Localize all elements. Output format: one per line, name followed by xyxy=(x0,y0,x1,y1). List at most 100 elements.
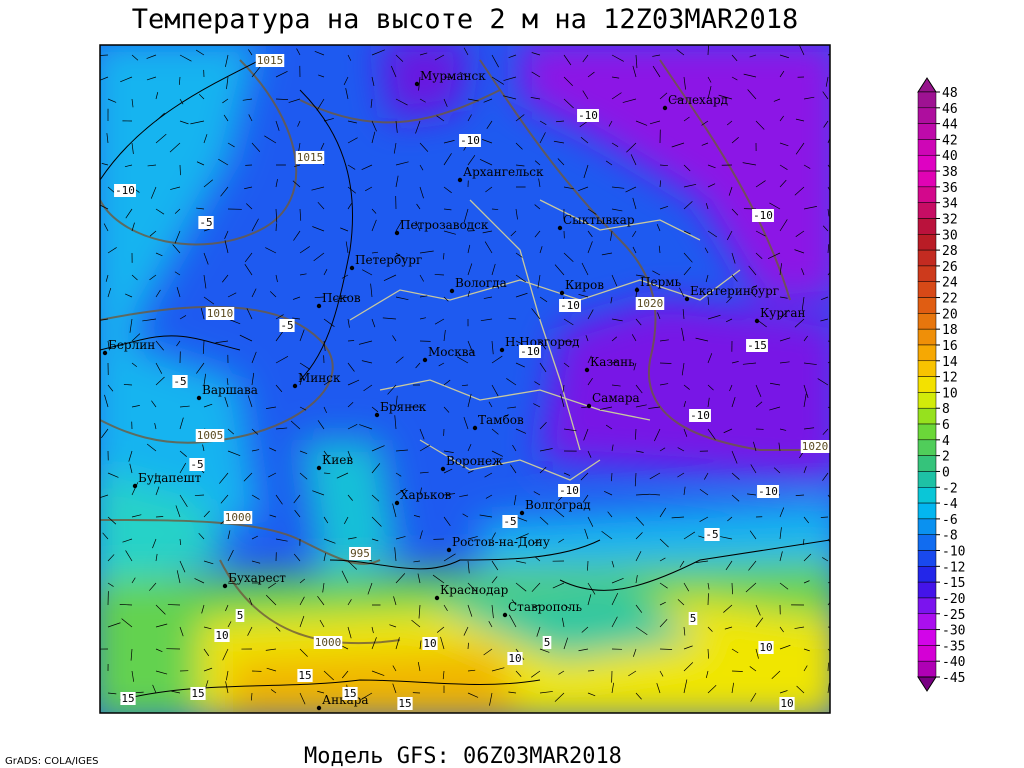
colorbar-bin xyxy=(917,218,937,235)
wind-arrow xyxy=(227,450,241,457)
wind-arrow xyxy=(539,340,547,350)
wind-arrow xyxy=(748,560,757,571)
wind-arrow xyxy=(170,186,181,190)
city-dot xyxy=(102,350,108,356)
wind-arrow xyxy=(125,293,133,298)
wind-arrow xyxy=(704,247,709,254)
city-name: Будапешт xyxy=(138,471,202,485)
isotherm-label-box xyxy=(746,339,768,352)
wind-arrow xyxy=(419,640,422,650)
wind-arrow xyxy=(633,648,637,657)
wind-arrow xyxy=(749,666,757,672)
wind-arrow xyxy=(779,179,787,188)
wind-arrow xyxy=(605,424,613,430)
wind-arrow xyxy=(176,340,181,347)
city-name: Брянск xyxy=(380,400,427,414)
isotherm-label-box xyxy=(688,612,698,625)
wind-arrow xyxy=(827,626,830,628)
city-dot xyxy=(414,81,420,87)
city-dot xyxy=(222,583,228,589)
wind-arrow xyxy=(631,334,637,342)
wind-arrow xyxy=(100,54,109,56)
colorbar-bin xyxy=(917,107,937,124)
wind-arrow xyxy=(155,208,165,215)
wind-arrow xyxy=(347,137,358,144)
city-name: Сыктывкар xyxy=(563,213,635,227)
wind-arrow xyxy=(803,553,812,562)
wind-arrow xyxy=(608,120,613,127)
wind-arrow xyxy=(179,626,184,637)
wind-arrow xyxy=(560,393,565,408)
wind-arrow xyxy=(298,142,301,152)
wind-arrow xyxy=(607,511,613,518)
wind-arrow xyxy=(707,384,714,391)
wind-arrow xyxy=(200,307,205,320)
isotherm-label-box xyxy=(752,209,774,222)
wind-arrow xyxy=(155,112,165,122)
colorbar-bin xyxy=(917,123,937,140)
wind-arrow xyxy=(531,71,541,78)
wind-arrow xyxy=(131,98,134,108)
wind-arrow xyxy=(707,648,709,659)
wind-arrow xyxy=(779,361,790,364)
wind-arrow xyxy=(442,670,445,680)
colorbar-bin xyxy=(917,170,937,188)
wind-arrow xyxy=(371,637,377,650)
wind-arrow xyxy=(515,533,529,540)
colorbar-bin xyxy=(917,281,937,298)
wind-arrow xyxy=(491,604,494,619)
wind-arrow xyxy=(635,692,642,700)
wind-arrow xyxy=(371,208,377,214)
wind-arrow xyxy=(659,164,668,167)
wind-arrow xyxy=(443,153,452,166)
wind-arrow xyxy=(539,421,547,430)
wind-arrow xyxy=(635,604,643,613)
wind-arrow xyxy=(107,622,121,628)
isobar-label: 1020 xyxy=(802,440,829,453)
wind-arrow xyxy=(488,621,493,628)
isotherm-label-box xyxy=(542,636,552,649)
colorbar-bin xyxy=(917,581,937,599)
wind-arrow xyxy=(434,318,445,325)
wind-arrow xyxy=(362,269,373,276)
wind-arrow xyxy=(227,292,237,298)
wind-arrow xyxy=(720,536,733,540)
wind-arrow xyxy=(179,54,192,62)
city-dot xyxy=(394,500,400,506)
wind-arrow xyxy=(270,689,277,694)
wind-arrow xyxy=(459,71,469,78)
wind-arrow xyxy=(251,218,259,232)
wind-arrow xyxy=(443,252,445,260)
wind-arrow xyxy=(463,47,469,56)
wind-arrow xyxy=(223,114,229,122)
wind-arrow xyxy=(634,472,637,487)
wind-arrow xyxy=(146,54,157,59)
wind-arrow xyxy=(820,318,829,322)
wind-arrow xyxy=(611,76,620,79)
wind-arrow xyxy=(561,617,565,628)
wind-arrow xyxy=(537,274,541,289)
wind-arrow xyxy=(510,464,517,474)
wind-arrow xyxy=(415,362,421,369)
wind-arrow xyxy=(718,94,733,100)
colorbar-label: -4 xyxy=(942,497,958,512)
wind-arrow xyxy=(361,360,373,364)
wind-arrow xyxy=(299,377,303,386)
wind-arrow xyxy=(515,252,523,258)
wind-arrow xyxy=(130,648,133,661)
wind-arrow xyxy=(443,98,448,107)
wind-arrow xyxy=(299,596,305,606)
wind-arrow xyxy=(419,530,423,540)
colorbar-bin xyxy=(917,487,937,504)
wind-arrow xyxy=(827,208,830,217)
wind-arrow xyxy=(779,551,783,562)
wind-arrow xyxy=(155,252,163,257)
isotherm-label: -5 xyxy=(199,216,212,229)
wind-arrow xyxy=(123,384,133,386)
city-name: Харьков xyxy=(400,488,452,502)
wind-arrow xyxy=(467,263,473,276)
isobar-label: 1015 xyxy=(297,151,324,164)
wind-arrow xyxy=(296,48,301,56)
model-caption: Модель GFS: 06Z03MAR2018 xyxy=(304,744,622,768)
